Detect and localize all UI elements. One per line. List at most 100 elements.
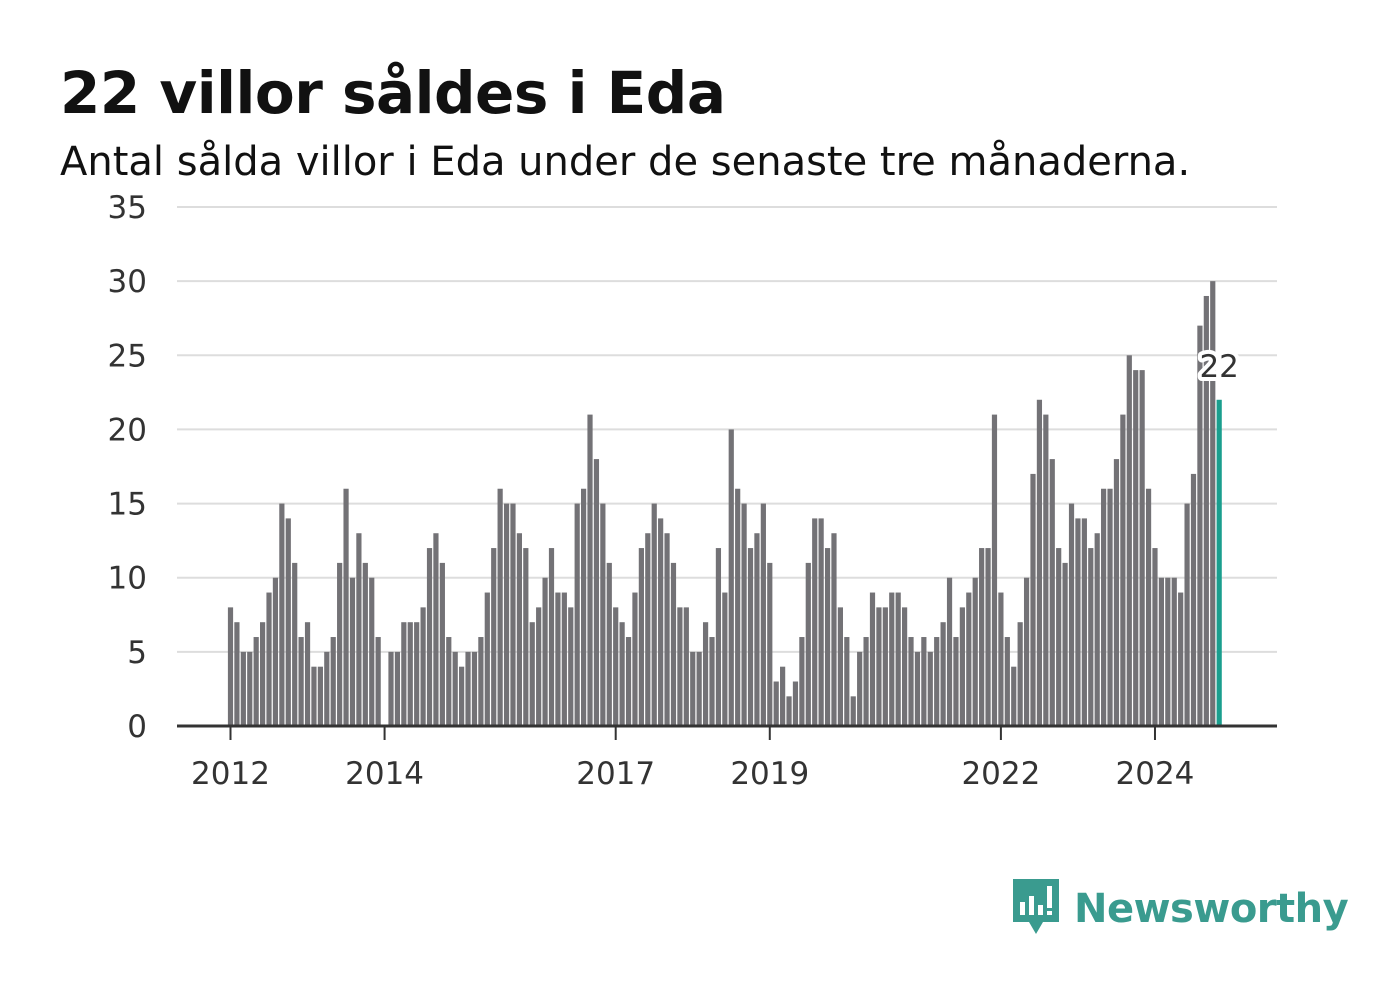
bar [369,577,375,726]
bar [613,607,619,726]
bar [324,651,330,726]
bar [651,503,657,726]
chart-subtitle: Antal sålda villor i Eda under de senast… [60,139,1191,185]
bar [1120,414,1126,726]
bar [927,651,933,726]
bar [985,548,991,726]
bar [1049,459,1055,726]
bar [1184,503,1190,726]
bar [266,592,272,726]
bar [349,577,356,726]
bar [664,533,670,726]
bar [272,577,279,726]
bar [247,651,253,726]
bar [786,696,792,726]
bar [638,548,644,726]
bar [1165,577,1171,726]
y-tick-label: 30 [108,264,147,300]
bar [388,651,394,726]
bar [895,592,901,726]
bar [735,488,741,726]
bar [317,666,323,726]
bar [1043,414,1049,726]
bar [426,548,433,726]
bar [1056,548,1062,726]
bar [863,637,869,726]
bar [632,592,638,726]
y-tick-label: 0 [127,709,147,745]
bar [330,637,336,726]
bar [831,533,837,726]
bar [279,503,285,726]
bar [702,622,709,726]
bar [253,637,259,726]
bar [471,651,478,726]
bar [1011,666,1017,726]
bar [747,548,754,726]
bar [619,622,625,726]
bar [568,607,574,726]
bar [1190,473,1197,726]
bar [908,637,914,726]
bar [516,533,522,726]
highlight-value-label: 22 [1199,349,1238,385]
bar [805,562,811,726]
bar [311,666,317,726]
bar [1210,281,1216,726]
bar [882,607,888,726]
bar [760,503,766,726]
bar [523,548,529,726]
bar [536,607,542,726]
bar [491,548,497,726]
bar [433,533,439,726]
bar [407,622,413,726]
x-tick-label: 2012 [191,756,270,792]
highlight-bar [1216,399,1222,726]
bar [972,577,978,726]
bar [991,414,998,726]
bar [1133,370,1139,726]
bar [940,622,946,726]
bar [946,577,953,726]
bar [362,562,368,726]
x-tick-label: 2024 [1116,756,1195,792]
bar [889,592,895,726]
bar [677,607,683,726]
bar [837,607,843,726]
bar [959,607,965,726]
bar [1171,577,1177,726]
bar [914,651,921,726]
bar [998,592,1004,726]
bar [773,681,779,726]
bar [1158,577,1164,726]
bar [645,533,651,726]
bar [1094,533,1100,726]
bar [581,488,587,726]
bar [343,488,349,726]
bar [1145,488,1152,726]
bar [869,592,876,726]
bar [1004,637,1010,726]
chart-title: 22 villor såldes i Eda [60,59,726,127]
bar [1062,562,1068,726]
x-tick-label: 2017 [576,756,655,792]
bar [298,637,304,726]
bar [1107,488,1113,726]
bar [414,622,420,726]
bar [799,637,805,726]
bar [337,562,343,726]
bar [439,562,445,726]
bar [696,651,702,726]
bar [542,577,548,726]
bar [1017,622,1023,726]
bar [741,503,747,726]
bar [1030,473,1036,726]
y-tick-label: 20 [108,412,147,448]
bar [548,548,555,726]
bar [260,622,266,726]
bar [227,607,234,726]
bar [574,503,580,726]
bar [850,696,856,726]
bar [484,592,490,726]
